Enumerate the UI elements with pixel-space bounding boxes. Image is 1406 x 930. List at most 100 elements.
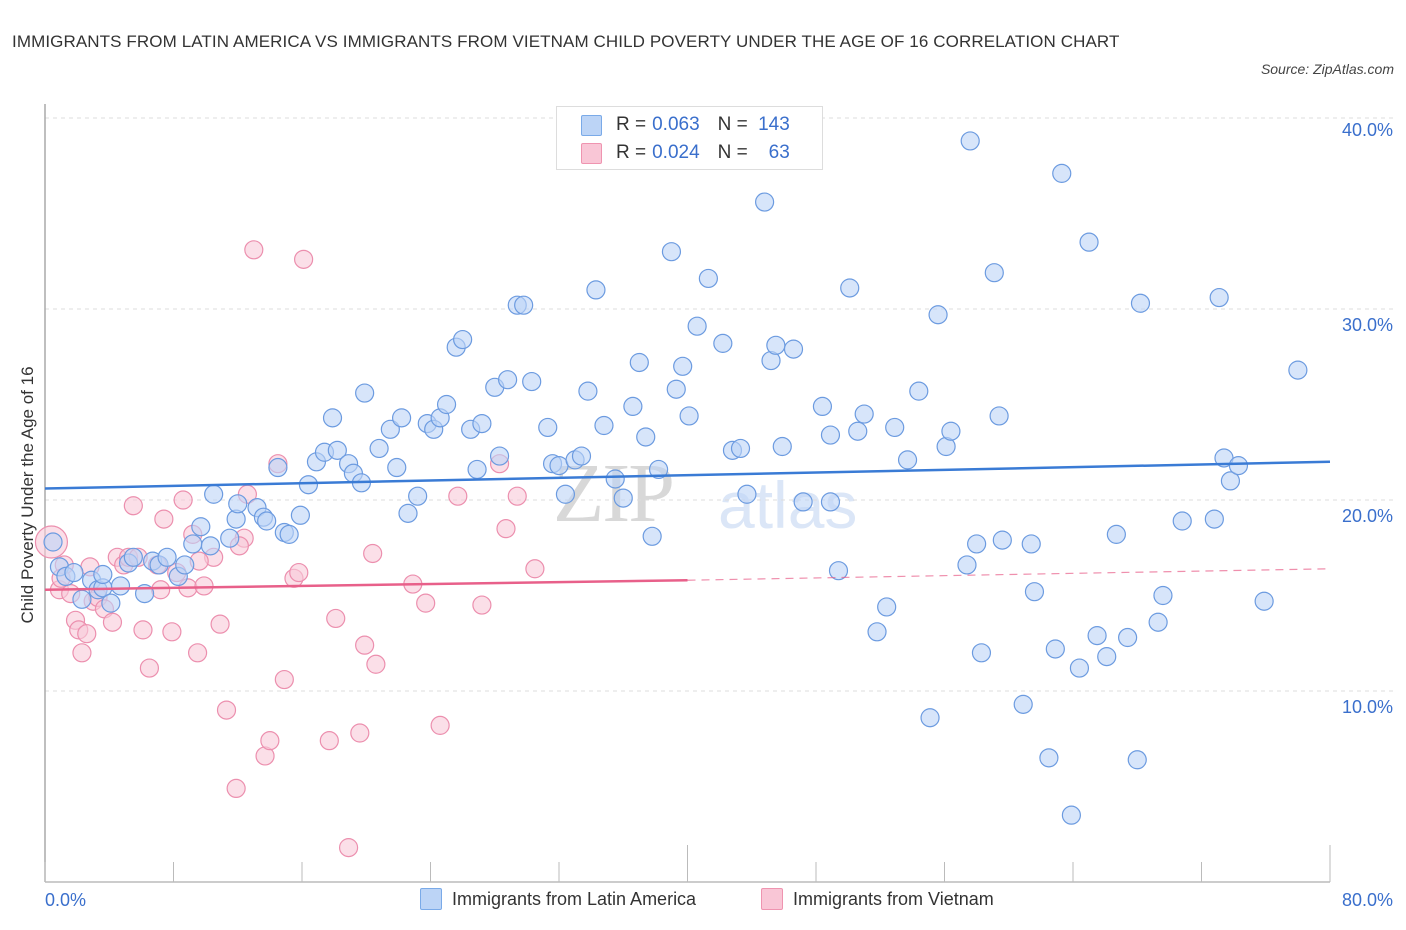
r-label: R = (616, 114, 647, 135)
latin-america-point (514, 295, 534, 315)
latin-america-point (380, 419, 400, 439)
legend-item-vietnam[interactable]: Immigrants from Vietnam (761, 888, 994, 910)
vietnam-point (173, 490, 193, 510)
pink-swatch-icon (761, 888, 783, 910)
vietnam-point (244, 240, 264, 260)
n-value: 143 (758, 114, 790, 135)
r-label: R = (616, 142, 647, 163)
latin-america-point (355, 383, 375, 403)
latin-america-point (642, 526, 662, 546)
latin-america-point (1228, 456, 1249, 476)
vietnam-point (525, 559, 545, 579)
latin-america-point (754, 192, 775, 212)
vietnam-point (133, 620, 153, 640)
latin-america-point (1021, 534, 1041, 554)
latin-america-point (538, 417, 558, 438)
latin-america-point (453, 329, 473, 350)
latin-america-point (1087, 626, 1107, 646)
latin-america-point (636, 427, 656, 447)
latin-america-point (1153, 585, 1173, 606)
latin-america-point (228, 494, 248, 514)
latin-america-point (1013, 694, 1033, 714)
latin-america-point (204, 484, 224, 504)
latin-america-point (191, 517, 211, 537)
vietnam-point (102, 612, 123, 632)
latin-america-point (885, 417, 905, 438)
vietnam-point (366, 654, 386, 674)
trend-lines (44, 460, 1331, 592)
latin-america-point (605, 469, 625, 489)
latin-america-point (200, 536, 221, 556)
latin-america-point (1106, 524, 1126, 544)
latin-america-point (793, 492, 813, 512)
latin-america-point (555, 484, 576, 504)
latin-america-point (522, 371, 542, 392)
n-label: N = (717, 142, 748, 163)
pink-swatch-icon (581, 142, 602, 164)
vietnam-point (363, 543, 383, 564)
latin-america-point (1204, 509, 1224, 529)
latin-america-point (1254, 591, 1274, 611)
latin-america-point (812, 396, 833, 417)
vietnam-point (448, 486, 468, 506)
latin-america-point (661, 242, 682, 262)
latin-america-point (648, 459, 669, 480)
latin-america-point (1172, 511, 1192, 531)
vietnam-point (350, 723, 370, 743)
legend-label: Immigrants from Vietnam (793, 888, 994, 909)
y-tick-label: 10.0% (1341, 697, 1393, 717)
latin-america-point (578, 381, 598, 401)
latin-america-point (820, 425, 841, 445)
vietnam-point (216, 700, 237, 720)
latin-america-point (971, 643, 992, 663)
latin-america-point (436, 394, 457, 415)
latin-america-point (854, 404, 874, 424)
r-value: 0.063 (652, 114, 700, 135)
legend-label: Immigrants from Latin America (452, 888, 697, 909)
legend-item-latin-america[interactable]: Immigrants from Latin America (420, 888, 696, 910)
latin-america-point (398, 503, 418, 523)
latin-america-point (1127, 750, 1147, 770)
latin-america-point (123, 547, 143, 567)
vietnam-point (77, 624, 97, 644)
latin-america-point (1220, 471, 1241, 491)
latin-america-point (327, 440, 347, 460)
legend-row-latin-america: R = 0.063 N = 143 (581, 112, 790, 138)
axes (44, 104, 1331, 883)
latin-america-point (157, 547, 177, 567)
latin-america-point (629, 352, 649, 373)
latin-america-point (279, 524, 299, 544)
latin-america-point (967, 534, 987, 554)
latin-america-point (828, 561, 849, 581)
latin-america-point (183, 534, 203, 554)
vietnam-points (34, 240, 545, 858)
vietnam-point (430, 715, 450, 735)
latin-america-point (369, 438, 389, 459)
vietnam-point (289, 562, 309, 583)
vietnam-point (210, 614, 230, 634)
latin-america-point (1130, 293, 1151, 313)
latin-america-point (257, 511, 277, 531)
latin-america-point (93, 564, 113, 585)
latin-america-point (472, 414, 492, 434)
latin-america-point (840, 278, 860, 298)
vietnam-point (139, 658, 160, 678)
x-axis-max-label: 80.0% (1341, 890, 1393, 910)
vietnam-point (72, 643, 92, 663)
latin-america-point (783, 339, 804, 359)
blue-swatch-icon (581, 114, 602, 136)
latin-america-point (1209, 287, 1229, 308)
vietnam-point (260, 731, 280, 751)
latin-america-point (960, 131, 980, 151)
vietnam-point (162, 622, 182, 642)
latin-america-point (571, 446, 592, 466)
vietnam-point (226, 778, 246, 799)
n-label: N = (717, 114, 748, 135)
latin-america-point (175, 555, 195, 575)
vietnam-point (496, 519, 516, 539)
latin-america-point (1097, 647, 1117, 667)
latin-america-point (586, 280, 606, 300)
latin-america-point (220, 528, 240, 548)
correlation-legend: R = 0.063 N = 143 R = 0.024 N = 63 (556, 106, 823, 170)
latin-america-point (713, 333, 733, 353)
